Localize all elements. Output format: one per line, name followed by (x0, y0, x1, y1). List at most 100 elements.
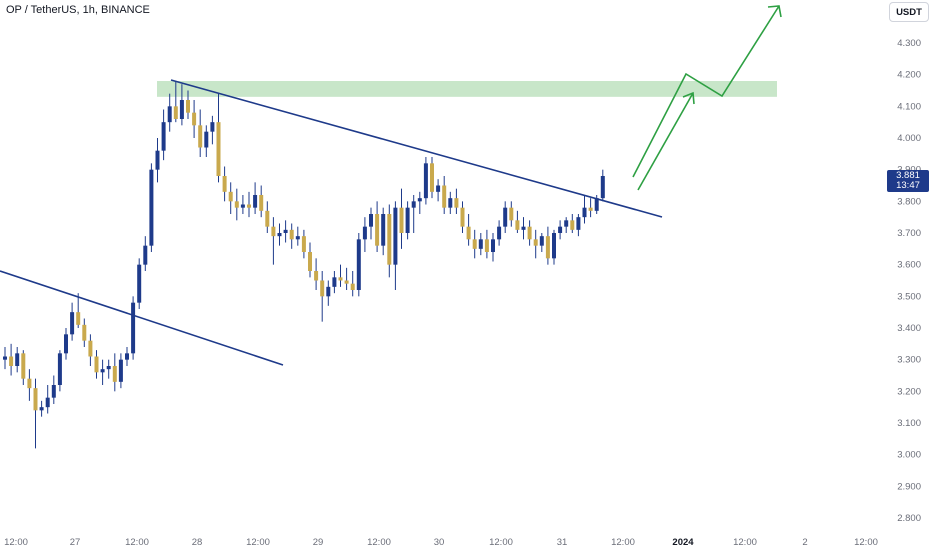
time-tick-label: 12:00 (611, 537, 635, 548)
candle-up (100, 369, 105, 373)
candle-down (112, 366, 117, 382)
candle-down (387, 214, 392, 265)
candle-up (51, 385, 56, 398)
candle-up (326, 286, 331, 297)
candle-down (289, 229, 294, 240)
candle-down (515, 220, 520, 230)
time-tick-label: 12:00 (125, 537, 149, 548)
time-tick-label: 12:00 (489, 537, 513, 548)
candle-up (131, 302, 136, 354)
candle-up (539, 236, 544, 246)
time-tick-label: 2 (802, 537, 807, 548)
candle-up (393, 207, 398, 265)
candle-down (399, 207, 404, 233)
candle-up (381, 214, 386, 246)
candle-down (247, 204, 251, 208)
candle-up (295, 236, 300, 240)
time-tick-label: 29 (313, 537, 324, 548)
candle-down (228, 191, 233, 202)
candle-up (417, 198, 422, 202)
candle-up (45, 397, 50, 408)
resistance-zone (157, 81, 777, 97)
candle-up (283, 229, 288, 233)
candle-up (405, 207, 410, 233)
candle-up (423, 163, 428, 199)
price-tick-label: 3.800 (897, 196, 921, 207)
candle-down (460, 207, 465, 227)
candle-up (204, 131, 209, 148)
candle-up (497, 226, 502, 240)
candle-down (375, 214, 380, 246)
candle-down (484, 239, 489, 252)
candle-down (222, 176, 227, 192)
candle-down (259, 195, 264, 211)
candle-up (448, 198, 453, 208)
candle-up (143, 245, 148, 265)
price-tick-label: 4.300 (897, 38, 921, 49)
candle-up (478, 239, 483, 249)
last-price-tag: 3.881 13:47 (887, 170, 929, 192)
price-tick-label: 3.300 (897, 355, 921, 366)
candle-down (314, 271, 319, 281)
candle-down (271, 226, 276, 237)
currency-unit-badge[interactable]: USDT (889, 2, 929, 22)
candle-down (301, 236, 306, 252)
candle-down (338, 277, 343, 281)
candle-down (472, 239, 477, 249)
candle-down (430, 163, 434, 192)
time-tick-label: 12:00 (854, 537, 878, 548)
price-axis[interactable]: 4.3004.2004.1004.0003.9003.8003.7003.600… (897, 38, 921, 524)
candle-down (588, 207, 593, 211)
price-tick-label: 4.000 (897, 133, 921, 144)
candle-down (320, 280, 325, 297)
candle-up (155, 150, 160, 170)
candle-up (594, 198, 599, 211)
candles (3, 81, 605, 449)
candle-down (198, 125, 203, 148)
candle-down (344, 280, 349, 284)
candle-down (216, 122, 221, 176)
candle-down (192, 112, 197, 126)
candle-up (332, 277, 337, 287)
price-tick-label: 3.000 (897, 450, 921, 461)
candle-down (350, 283, 355, 290)
candle-down (21, 353, 26, 379)
candle-up (161, 122, 166, 151)
candle-up (57, 353, 62, 385)
candle-down (545, 236, 550, 259)
candle-up (253, 195, 258, 208)
candle-up (558, 226, 563, 233)
descending-trendline-lower (0, 270, 284, 366)
candle-up (125, 353, 129, 360)
candle-down (33, 388, 38, 411)
candle-up (600, 176, 605, 199)
projection-path-upper (632, 5, 780, 178)
time-tick-label: 31 (557, 537, 568, 548)
candle-up (3, 356, 7, 360)
candle-down (94, 356, 99, 373)
time-tick-label: 12:00 (733, 537, 757, 548)
arrowhead-lower-icon (682, 91, 695, 105)
bar-countdown: 13:47 (896, 180, 920, 191)
price-tick-label: 3.600 (897, 260, 921, 271)
candle-down (533, 239, 538, 246)
time-tick-label: 27 (70, 537, 81, 548)
candle-up (521, 226, 526, 230)
candle-down (442, 185, 447, 208)
price-tick-label: 3.200 (897, 386, 921, 397)
projection-arrows (632, 5, 782, 191)
candle-up (64, 334, 68, 354)
time-tick-label: 12:00 (4, 537, 28, 548)
price-tick-label: 2.900 (897, 481, 921, 492)
candle-up (210, 122, 215, 132)
candle-down (466, 226, 471, 240)
projection-path-lower (637, 92, 694, 191)
arrowhead-upper-icon (767, 5, 782, 18)
time-axis[interactable]: 12:00 27 12:00 28 12:00 29 12:00 30 12:00 31 12:00… (4, 537, 878, 548)
last-price-value: 3.881 (896, 170, 920, 181)
candle-up (106, 366, 111, 370)
candle-down (308, 252, 312, 271)
candle-up (582, 207, 587, 218)
